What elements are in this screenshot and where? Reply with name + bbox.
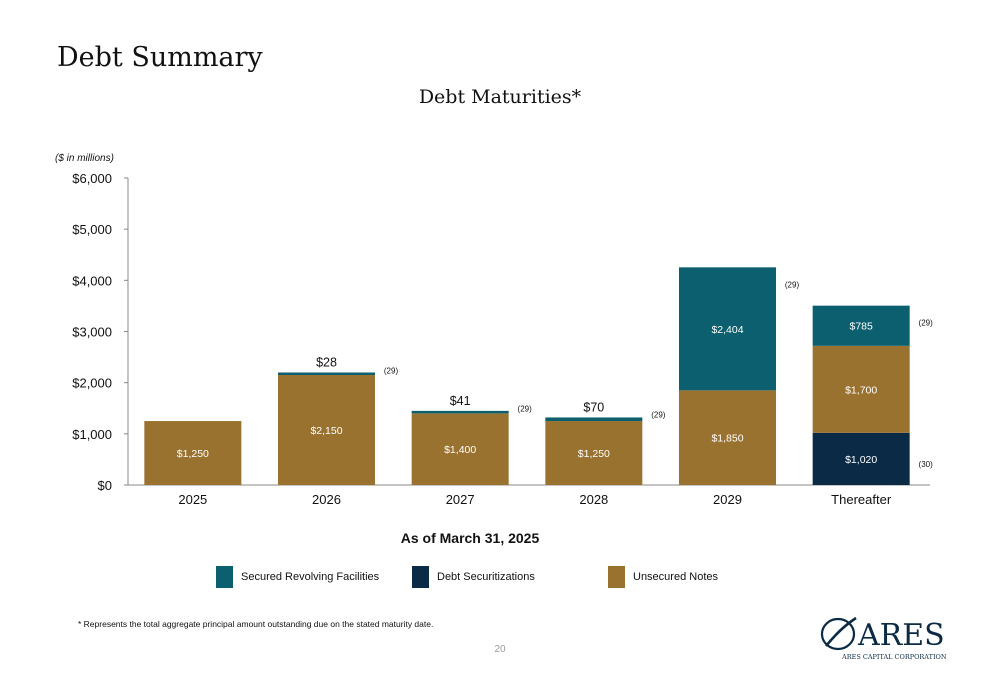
legend-swatch-securitizations [412, 566, 429, 588]
y-axis: $0 $1,000 $2,000 $3,000 $4,000 $5,000 $6,000 [72, 171, 129, 493]
y-tick-label: $6,000 [72, 171, 112, 186]
data-label: $1,250 [177, 448, 209, 460]
annotation-label: (30) [919, 460, 934, 469]
x-tick-label: 2027 [446, 492, 475, 507]
legend-item-secured: Secured Revolving Facilities [216, 566, 379, 588]
bar-segment [144, 421, 242, 485]
x-tick-label: 2028 [579, 492, 608, 507]
legend-item-securitizations: Debt Securitizations [412, 566, 535, 588]
legend-label: Secured Revolving Facilities [241, 571, 380, 583]
bar-segment [679, 390, 776, 485]
bar-segment [545, 421, 643, 485]
bar-segment [812, 305, 910, 346]
annotation-label: (29) [785, 280, 800, 289]
y-tick-label: $4,000 [72, 273, 112, 288]
bars: $1,250 $2,150 $28 $1,400 $41 $1,250 $70 $1,850 $… [144, 267, 910, 485]
bar-segment [411, 410, 509, 414]
data-label: $1,850 [711, 433, 743, 445]
legend-label: Unsecured Notes [633, 571, 718, 583]
legend-label: Debt Securitizations [437, 571, 535, 583]
bar-segment [278, 372, 375, 375]
y-tick-label: $1,000 [72, 427, 112, 442]
logo-ring-icon [820, 617, 856, 651]
data-label: $2,404 [711, 324, 743, 336]
bar-segment [545, 417, 643, 422]
debt-maturities-chart: $0 $1,000 $2,000 $3,000 $4,000 $5,000 $6,000 2… [72, 171, 933, 507]
x-tick-label: 2025 [178, 492, 207, 507]
y-tick-label: $5,000 [72, 222, 112, 237]
data-label: $70 [583, 400, 604, 414]
annotation-label: (29) [384, 367, 399, 376]
bar-segment [278, 374, 375, 485]
x-tick-label: 2029 [713, 492, 742, 507]
chart-subtitle: As of March 31, 2025 [400, 530, 540, 546]
page-title: Debt Summary [57, 42, 263, 73]
x-tick-label: 2026 [312, 492, 341, 507]
logo-swoosh-icon [825, 616, 857, 647]
page-number: 20 [494, 644, 506, 655]
data-label: $41 [450, 394, 471, 408]
annotations: (29) (29) (29) (29) (29) (30) [384, 280, 933, 469]
annotation-label: (29) [518, 404, 533, 413]
y-tick-label: $2,000 [72, 376, 112, 391]
y-tick-label: $0 [98, 478, 112, 493]
bar-segment [812, 432, 910, 485]
data-label: $2,150 [310, 425, 342, 437]
chart-title: Debt Maturities* [418, 86, 582, 108]
data-label: $1,700 [845, 384, 877, 396]
units-label: ($ in millions) [55, 153, 114, 164]
data-label: $1,400 [444, 444, 476, 456]
legend-item-unsecured: Unsecured Notes [608, 566, 718, 588]
annotation-label: (29) [919, 319, 934, 328]
data-label: $785 [849, 321, 873, 333]
legend-swatch-unsecured [608, 566, 625, 588]
y-tick-label: $3,000 [72, 325, 112, 340]
annotation-label: (29) [651, 410, 666, 419]
bar-segment [679, 267, 776, 391]
legend: Secured Revolving Facilities Debt Securi… [0, 566, 1000, 590]
data-label: $1,020 [845, 454, 877, 466]
x-axis: 2025 2026 2027 2028 2029 Thereafter [128, 484, 930, 507]
ares-logo: ARES ARES CAPITAL CORPORATION [820, 616, 947, 661]
legend-swatch-secured [216, 566, 233, 588]
logo-subtext: ARES CAPITAL CORPORATION [841, 653, 947, 661]
data-label: $28 [316, 355, 337, 369]
footnote: * Represents the total aggregate princip… [78, 619, 434, 629]
data-label: $1,250 [578, 448, 610, 460]
bar-segment [411, 413, 509, 485]
logo-text: ARES [857, 618, 945, 653]
bar-segment [812, 345, 910, 433]
x-tick-label: Thereafter [831, 492, 892, 507]
